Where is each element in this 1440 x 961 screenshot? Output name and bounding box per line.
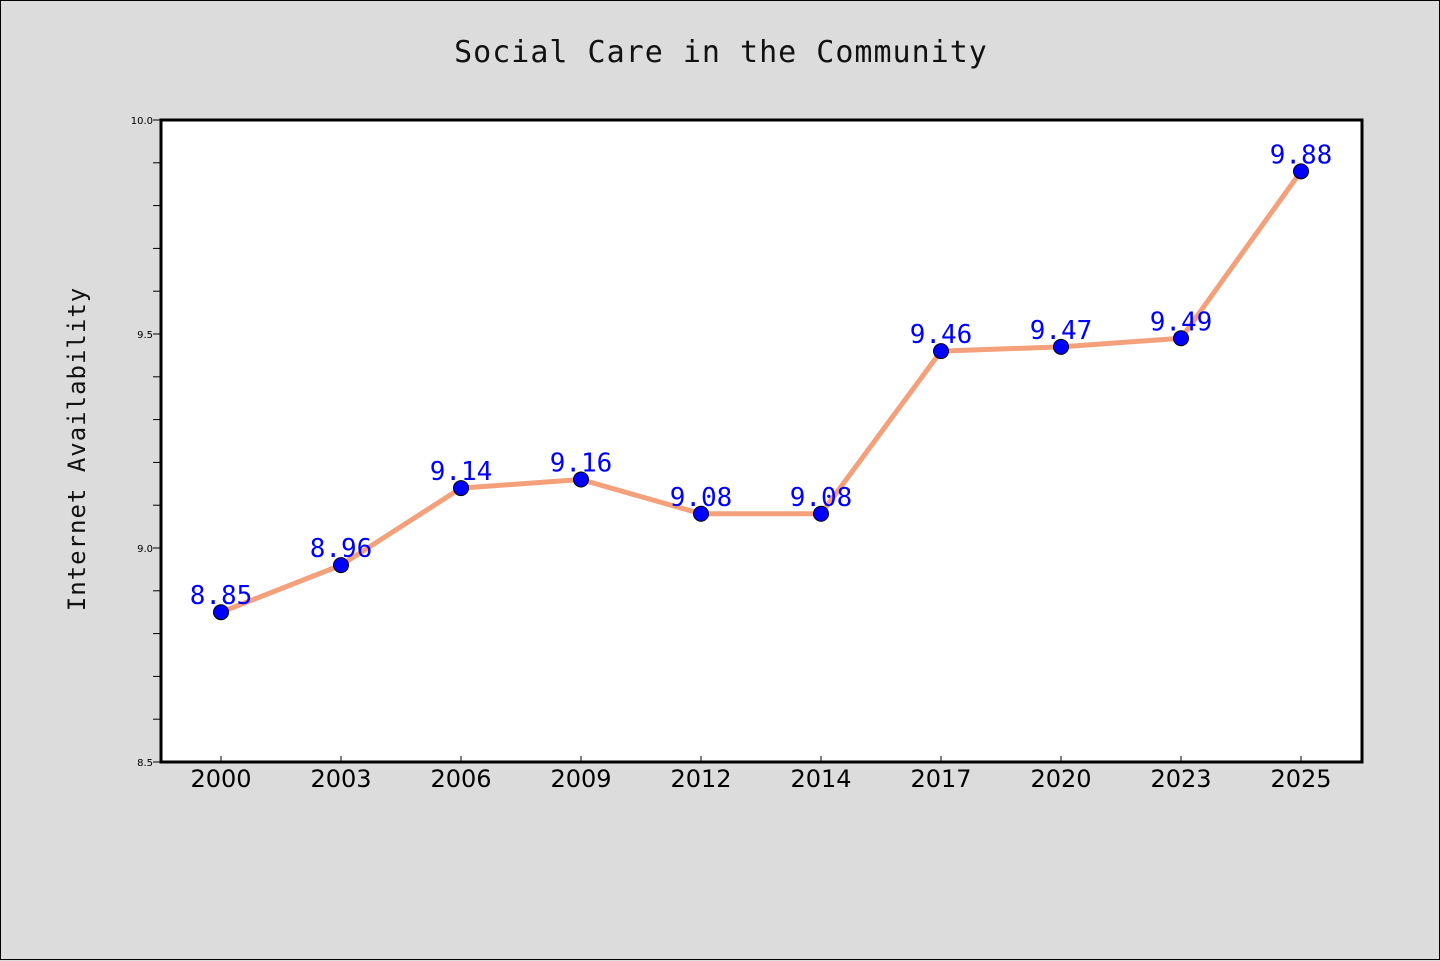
y-tick-label: 10.0: [131, 116, 153, 127]
data-label: 9.47: [1030, 316, 1093, 346]
y-tick-label: 8.5: [137, 758, 153, 769]
y-tick-label: 9.5: [137, 330, 153, 341]
x-tick-label: 2006: [430, 765, 491, 793]
data-point: [333, 557, 349, 574]
data-point: [213, 604, 229, 621]
y-tick-label: 9.0: [137, 544, 153, 555]
series-line: [218, 168, 1304, 615]
data-label: 8.96: [310, 534, 373, 564]
plot-background: [161, 120, 1362, 762]
data-label: 9.49: [1150, 307, 1213, 337]
data-label: 9.16: [550, 449, 613, 479]
data-point: [1293, 163, 1309, 180]
x-tick-label: 2003: [310, 765, 371, 793]
data-point: [573, 471, 589, 488]
x-tick-label: 2023: [1150, 765, 1211, 793]
x-tick-label: 2014: [790, 765, 851, 793]
x-tick-label: 2000: [190, 765, 251, 793]
data-label: 8.85: [190, 581, 253, 611]
x-tick-label: 2009: [550, 765, 611, 793]
plot-frame: [159, 118, 1364, 764]
data-label: 9.14: [430, 457, 493, 487]
data-point: [693, 505, 709, 522]
x-tick-label: 2017: [910, 765, 971, 793]
data-label: 9.08: [790, 483, 853, 513]
data-point: [453, 480, 469, 497]
chart-title: Social Care in the Community: [454, 35, 988, 70]
data-label: 9.88: [1270, 140, 1333, 170]
data-label: 9.08: [670, 483, 733, 513]
x-tick-label: 2020: [1030, 765, 1091, 793]
data-point: [813, 505, 829, 522]
data-point: [1173, 330, 1189, 347]
data-point: [1053, 338, 1069, 355]
x-tick-label: 2025: [1270, 765, 1331, 793]
data-point: [933, 343, 949, 360]
data-label: 9.46: [910, 320, 973, 350]
x-tick-label: 2012: [670, 765, 731, 793]
